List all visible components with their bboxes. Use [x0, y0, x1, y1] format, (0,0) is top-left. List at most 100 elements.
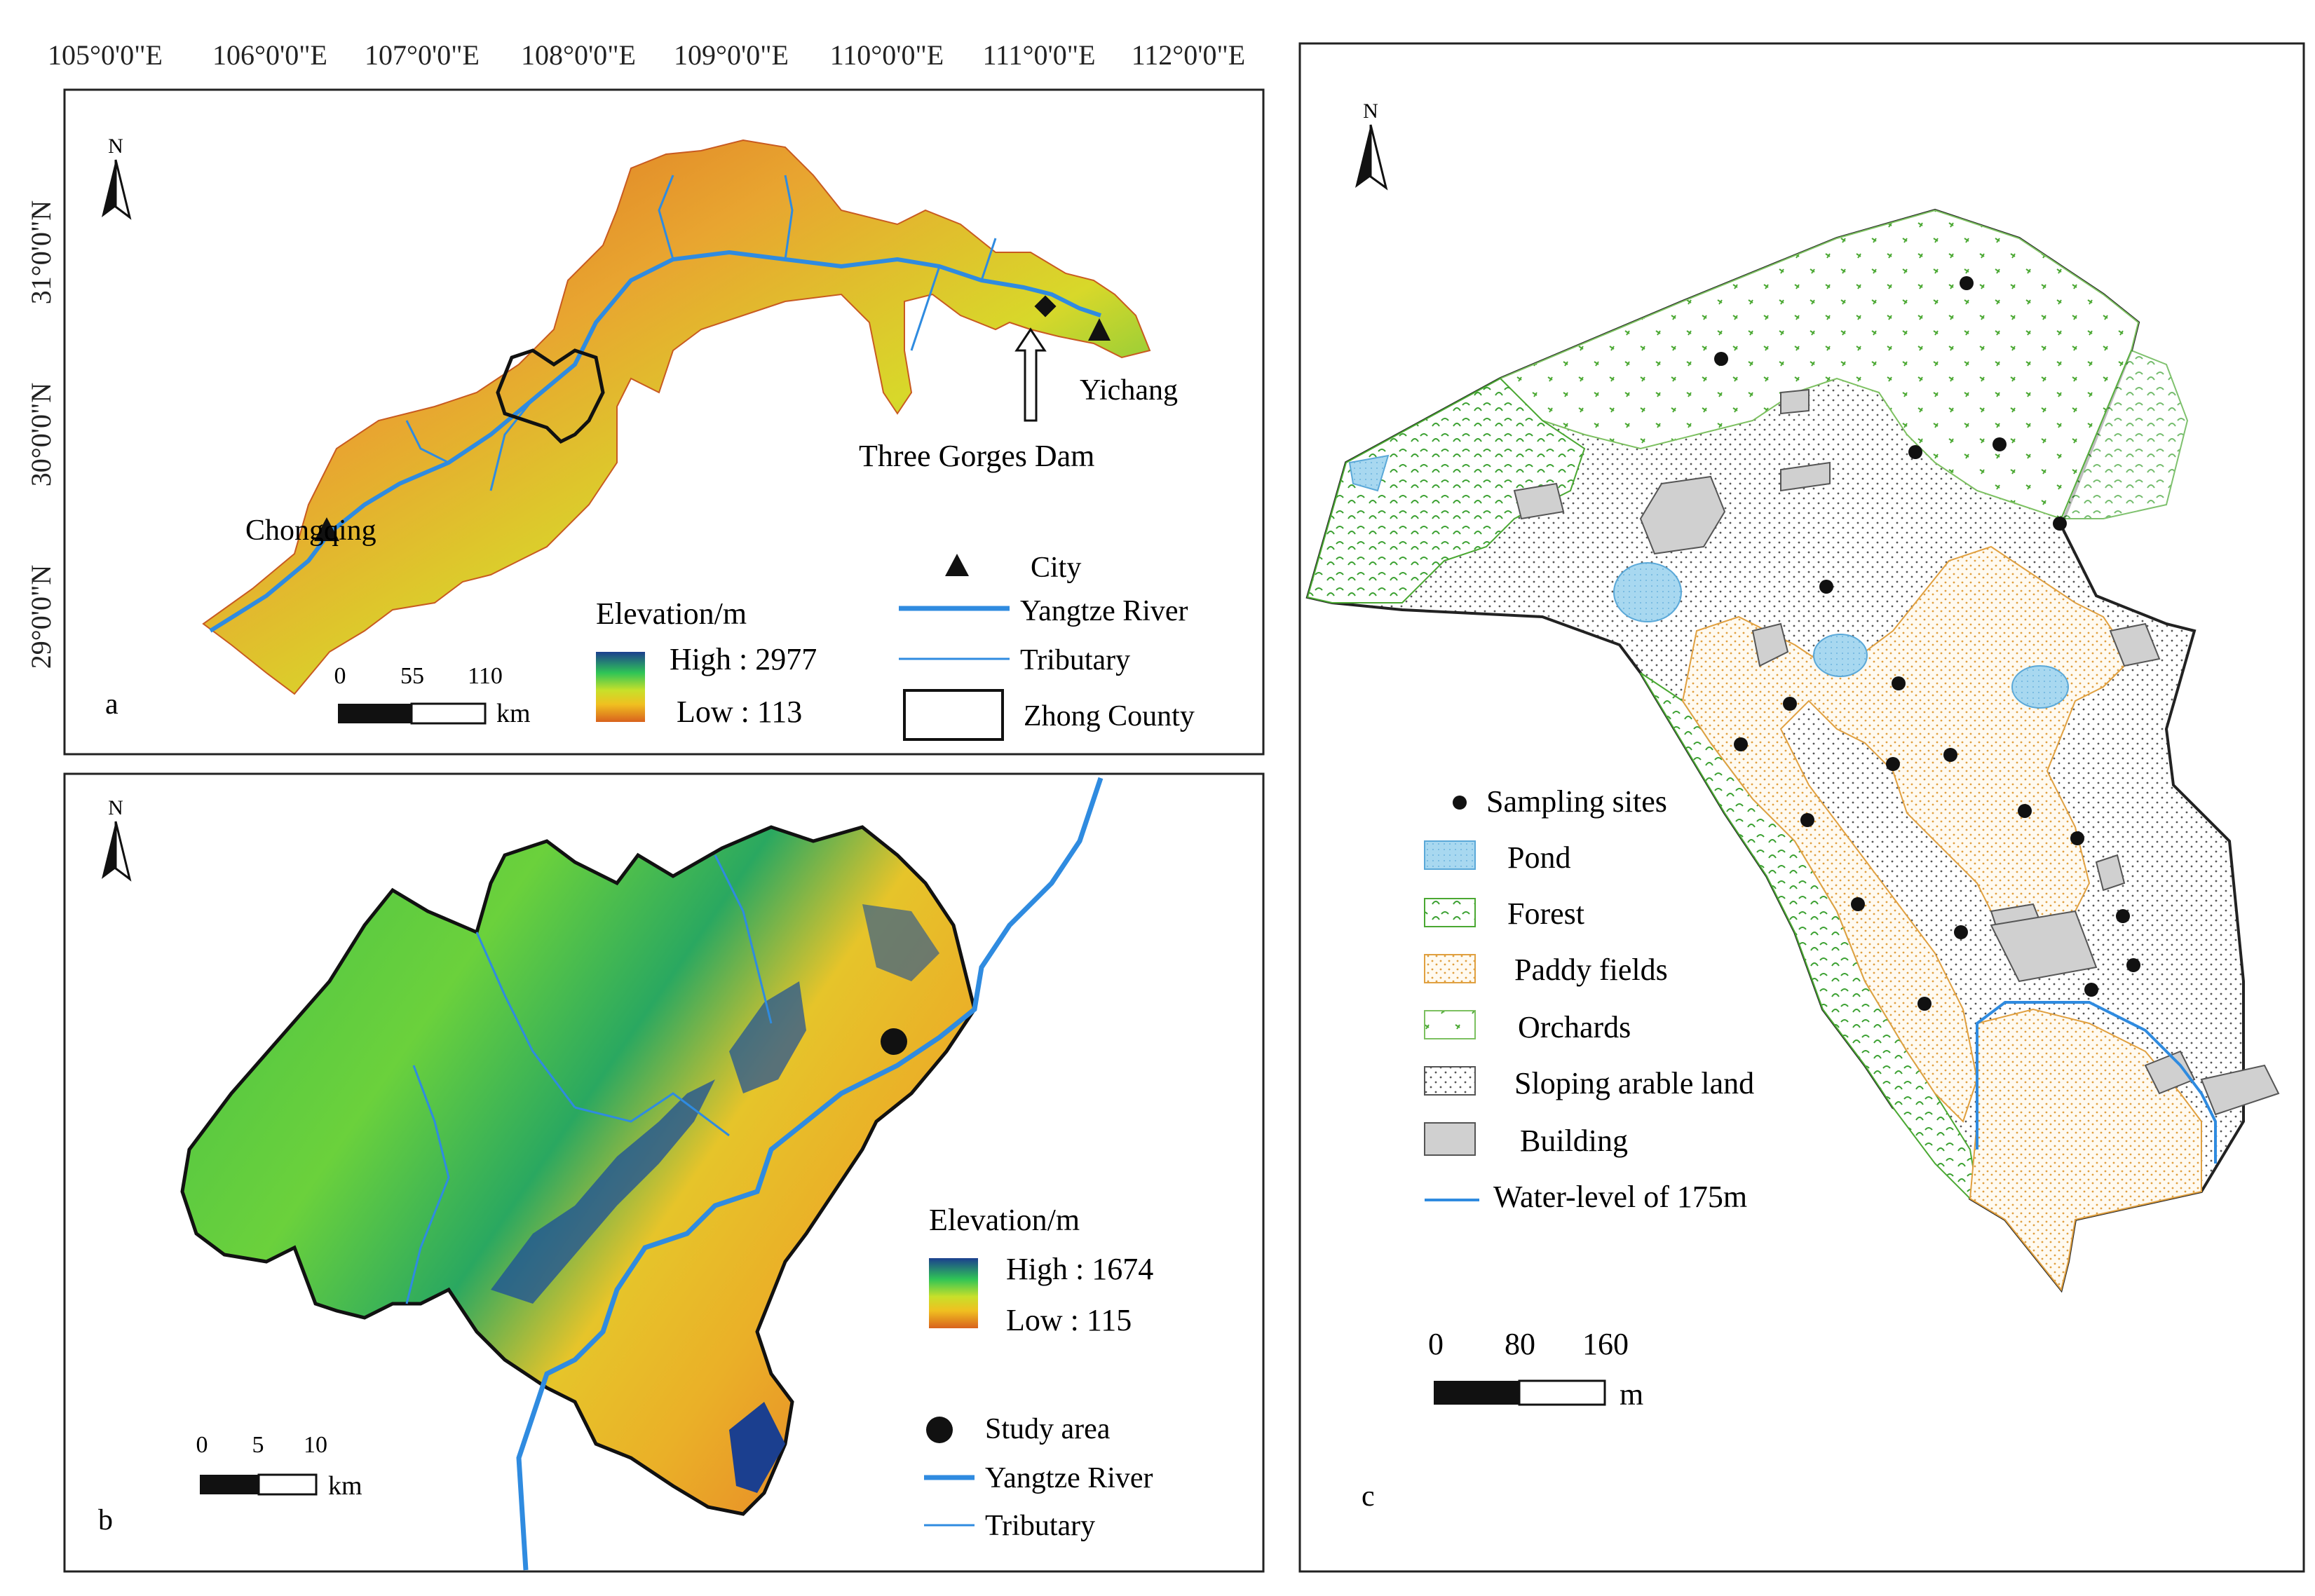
pond	[1813, 634, 1868, 677]
legend-county-icon	[903, 689, 1004, 741]
water-level-175m	[1976, 1001, 2217, 1164]
high-ridge	[491, 1079, 715, 1304]
high-ridge	[729, 1402, 785, 1493]
building	[1639, 475, 1726, 555]
pond	[1348, 454, 1390, 492]
legend-tributary-label: Tributary	[1020, 644, 1130, 676]
yichang-city-marker	[1088, 318, 1111, 341]
panel-b-letter: b	[98, 1504, 113, 1536]
north-arrow-icon: N	[102, 796, 132, 882]
elevation-low-a: Low : 113	[677, 695, 802, 729]
legend-city-icon	[945, 554, 969, 576]
panel-b: N Elevation/m High : 1674 Low : 115 Stud…	[63, 772, 1265, 1573]
scale-bar-c: 0 80 160 m	[1428, 1327, 1643, 1412]
legend-yangtze-label: Yangtze River	[1020, 595, 1188, 627]
sampling-site	[1943, 748, 1957, 762]
svg-text:m: m	[1620, 1377, 1643, 1412]
latitude-labels: 31°0'0"N 30°0'0"N 29°0'0"N	[25, 200, 57, 669]
study-area-marker	[881, 1028, 907, 1055]
svg-text:N: N	[108, 135, 123, 158]
sampling-site	[2084, 983, 2098, 997]
building	[2095, 854, 2126, 892]
panel-a: 105°0'0"E 106°0'0"E 107°0'0"E 108°0'0"E …	[25, 39, 1265, 756]
elevation-title-b: Elevation/m	[929, 1203, 1080, 1237]
legend-forest-icon	[1424, 898, 1476, 927]
zhong-county-outline	[496, 348, 605, 444]
svg-text:km: km	[328, 1471, 362, 1501]
chongqing-city-marker	[314, 517, 339, 541]
north-arrow-icon: N	[1355, 100, 1388, 191]
sampling-site	[1917, 997, 1932, 1011]
dam-arrow-icon	[1014, 327, 1047, 422]
orchards-area	[1499, 209, 2140, 520]
legend-study-label: Study area	[985, 1413, 1111, 1445]
sampling-site	[1800, 813, 1814, 827]
svg-text:10: 10	[304, 1432, 327, 1458]
lon-label: 106°0'0"E	[212, 39, 327, 71]
pond	[1613, 562, 1682, 622]
elevation-high-b: High : 1674	[1006, 1252, 1153, 1286]
lon-label: 108°0'0"E	[521, 39, 636, 71]
three-gorges-region	[202, 139, 1151, 695]
sampling-site	[2116, 909, 2130, 923]
sampling-site	[1734, 737, 1748, 751]
legend-paddy-icon	[1424, 954, 1476, 983]
svg-text:0: 0	[334, 663, 346, 689]
lon-label: 107°0'0"E	[365, 39, 480, 71]
svg-text:55: 55	[400, 663, 424, 689]
svg-text:110: 110	[468, 663, 503, 689]
scale-bar-a: 0 55 110 km	[334, 663, 531, 728]
sampling-site	[2126, 958, 2140, 972]
building	[1780, 388, 1810, 415]
sampling-site	[1892, 676, 1906, 690]
legend-city-label: City	[1031, 552, 1081, 584]
building	[2109, 622, 2161, 667]
legend-forest-label: Forest	[1507, 896, 1584, 931]
legend-pond-label: Pond	[1507, 840, 1570, 875]
pond	[2011, 665, 2069, 709]
buildings	[1513, 388, 2280, 1116]
sampling-site	[1714, 352, 1728, 366]
sampling-site	[1783, 697, 1797, 711]
legend-yangtze-label: Yangtze River	[985, 1462, 1153, 1494]
building	[1780, 461, 1831, 492]
lon-label: 112°0'0"E	[1132, 39, 1245, 71]
longitude-labels: 105°0'0"E 106°0'0"E 107°0'0"E 108°0'0"E …	[48, 39, 1245, 71]
legend-sampling-icon	[1453, 796, 1467, 810]
building	[2144, 1050, 2196, 1095]
scale-bar-b: 0 5 10 km	[196, 1432, 362, 1501]
lat-label: 31°0'0"N	[25, 200, 57, 304]
yangtze-river-a	[209, 250, 1101, 633]
lon-label: 110°0'0"E	[830, 39, 944, 71]
lon-label: 109°0'0"E	[674, 39, 789, 71]
sampling-site	[1960, 276, 1974, 290]
legend-orchards-icon	[1424, 1010, 1476, 1039]
elevation-ramp-a	[596, 652, 645, 722]
sampling-site	[1908, 445, 1922, 459]
sampling-site	[1886, 757, 1900, 771]
panel-a-letter: a	[105, 688, 118, 721]
legend-study-icon	[926, 1417, 953, 1443]
legend-sloping-label: Sloping arable land	[1514, 1066, 1754, 1100]
paddy-fields-south	[1969, 1008, 2202, 1292]
legend-sloping-icon	[1424, 1066, 1476, 1096]
sampling-site	[2018, 804, 2032, 818]
three-gorges-dam-label: Three Gorges Dam	[859, 439, 1094, 473]
building	[1990, 910, 2098, 983]
tributaries-a	[405, 175, 997, 491]
svg-text:km: km	[496, 699, 531, 728]
legend-tributary-label: Tributary	[985, 1510, 1095, 1542]
elevation-low-b: Low : 115	[1006, 1303, 1132, 1337]
tributaries-b	[405, 854, 773, 1304]
sampling-site	[2070, 831, 2084, 845]
svg-text:5: 5	[252, 1432, 264, 1458]
sampling-site	[1954, 925, 1968, 939]
north-arrow-icon: N	[102, 135, 132, 220]
svg-text:160: 160	[1582, 1327, 1629, 1361]
svg-text:N: N	[1363, 100, 1378, 123]
svg-text:N: N	[108, 796, 123, 819]
elevation-title-a: Elevation/m	[596, 596, 747, 631]
lon-label: 105°0'0"E	[48, 39, 163, 71]
panel-c: N	[1298, 42, 2305, 1573]
